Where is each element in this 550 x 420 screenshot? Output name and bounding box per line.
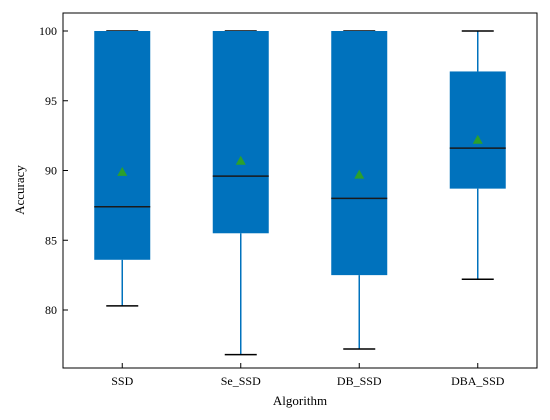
box-ssd: [94, 30, 151, 307]
mean-marker: [472, 134, 483, 144]
y-tick-label: 95: [45, 94, 57, 108]
mean-marker: [354, 169, 365, 179]
box-db-ssd: [331, 30, 388, 350]
x-tick-label: DBA_SSD: [451, 374, 505, 388]
plot-frame: [62, 12, 538, 369]
mean-marker: [117, 166, 128, 176]
x-tick-label: Se_SSD: [221, 374, 261, 388]
y-tick-label: 90: [45, 164, 57, 178]
y-axis-label: Accuracy: [12, 165, 27, 215]
x-axis: SSD Se_SSD DB_SSD DBA_SSD: [111, 363, 505, 388]
mean-marker: [235, 155, 246, 165]
box-se-ssd: [212, 30, 269, 356]
boxes-group: [94, 30, 506, 356]
iqr-box: [94, 31, 151, 260]
iqr-box: [212, 31, 269, 234]
x-axis-label: Algorithm: [273, 393, 327, 408]
iqr-box: [449, 71, 506, 189]
box-dba-ssd: [449, 30, 506, 281]
iqr-box: [331, 31, 388, 276]
y-axis: 80 85 90 95 100: [39, 24, 68, 317]
x-tick-label: DB_SSD: [337, 374, 382, 388]
y-tick-label: 80: [45, 303, 57, 317]
y-tick-label: 85: [45, 233, 57, 247]
x-tick-label: SSD: [111, 374, 133, 388]
y-tick-label: 100: [39, 24, 57, 38]
